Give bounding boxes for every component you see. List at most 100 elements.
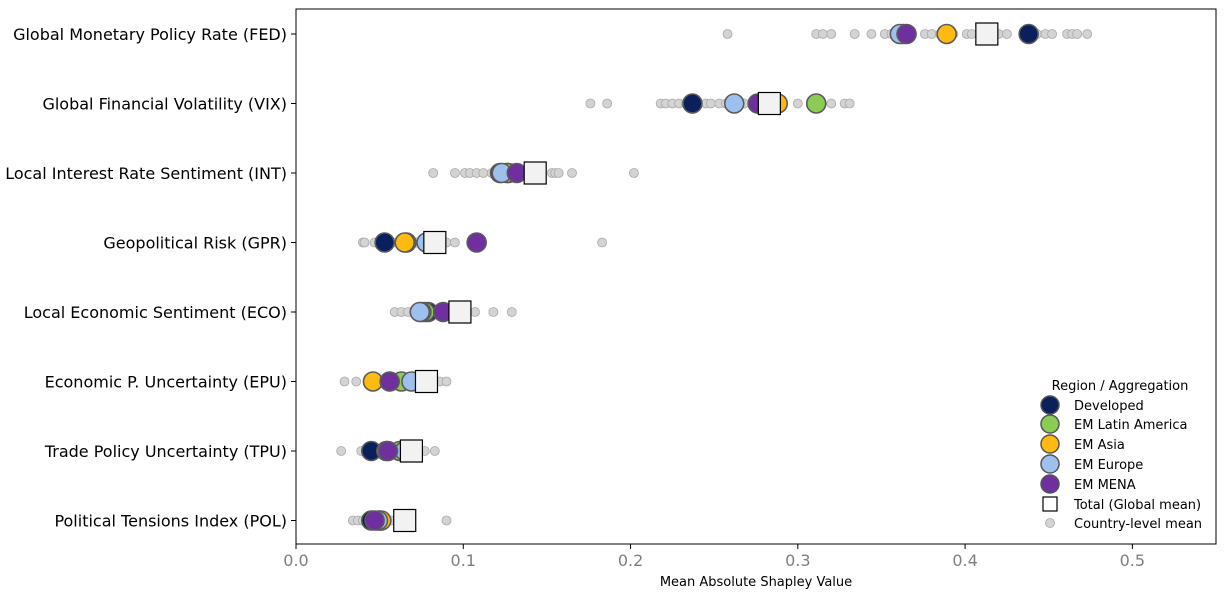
point-em-mena-geopolitical-risk-gpr xyxy=(466,232,487,253)
country-point-global-financial-volatility-vix-9 xyxy=(705,98,716,109)
legend-marker-country-level xyxy=(1045,518,1055,528)
country-point-local-interest-rate-sentiment-int-0 xyxy=(428,168,439,178)
total-marker-trade-policy-uncertainty-tpu xyxy=(399,439,424,463)
country-point-economic-p-uncertainty-epu-9 xyxy=(441,376,452,387)
total-marker-economic-p-uncertainty-epu xyxy=(414,369,439,394)
country-point-trade-policy-uncertainty-tpu-8 xyxy=(429,446,440,456)
total-marker-geopolitical-risk-gpr xyxy=(423,230,447,255)
y-tick-label-global-financial-volatility-vix: Global Financial Volatility (VIX) xyxy=(42,95,287,114)
country-point-global-monetary-policy-rate-fed-3 xyxy=(826,29,837,39)
legend-entry-em-mena: EM MENA xyxy=(1040,474,1136,494)
country-point-global-financial-volatility-vix-1 xyxy=(602,98,613,109)
point-em-asia-geopolitical-risk-gpr xyxy=(394,232,416,253)
legend-marker-em-europe xyxy=(1040,454,1060,474)
point-em-asia-global-monetary-policy-rate-fed xyxy=(936,23,957,45)
legend-marker-em-mena xyxy=(1040,474,1060,494)
country-point-local-interest-rate-sentiment-int-14 xyxy=(553,168,564,178)
legend-title: Region / Aggregation xyxy=(1052,379,1189,394)
country-point-global-financial-volatility-vix-15 xyxy=(792,98,803,109)
x-tick-label-4: 0.4 xyxy=(952,551,977,570)
x-tick-label-5: 0.5 xyxy=(1120,551,1145,570)
x-tick-label-2: 0.2 xyxy=(618,551,643,570)
point-em-mena-political-tensions-index-pol xyxy=(364,510,385,531)
total-marker-political-tensions-index-pol xyxy=(393,508,417,533)
x-axis: 0.0 0.1 0.2 0.3 0.4 0.5 xyxy=(283,544,1145,570)
y-tick-label-political-tensions-index-pol: Political Tensions Index (POL) xyxy=(54,512,287,531)
legend-entry-country-level: Country-level mean xyxy=(1045,517,1202,532)
legend-entry-em-europe: EM Europe xyxy=(1040,454,1143,474)
country-point-global-financial-volatility-vix-0 xyxy=(585,98,596,109)
x-tick-label-3: 0.3 xyxy=(785,551,810,570)
country-point-political-tensions-index-pol-8 xyxy=(441,515,452,526)
total-marker-global-financial-volatility-vix xyxy=(757,91,781,116)
country-point-local-economic-sentiment-eco-9 xyxy=(488,307,499,317)
point-em-mena-global-monetary-policy-rate-fed xyxy=(896,23,917,45)
legend-marker-developed xyxy=(1040,395,1060,415)
y-tick-label-geopolitical-risk-gpr: Geopolitical Risk (GPR) xyxy=(103,234,287,253)
point-em-latin-america-global-financial-volatility-vix xyxy=(805,93,827,114)
country-point-global-monetary-policy-rate-fed-4 xyxy=(849,29,860,39)
legend-entry-em-latin-america: EM Latin America xyxy=(1040,414,1187,434)
legend-label-em-latin-america: EM Latin America xyxy=(1074,418,1187,433)
country-point-local-interest-rate-sentiment-int-5 xyxy=(478,168,489,178)
country-point-global-monetary-policy-rate-fed-20 xyxy=(1047,29,1057,39)
legend-label-total: Total (Global mean) xyxy=(1073,498,1201,513)
country-point-global-financial-volatility-vix-17 xyxy=(826,98,837,109)
country-point-global-monetary-policy-rate-fed-0 xyxy=(722,29,733,39)
country-point-global-financial-volatility-vix-19 xyxy=(844,98,855,109)
country-point-global-monetary-policy-rate-fed-5 xyxy=(866,29,877,39)
point-em-mena-local-interest-rate-sentiment-int xyxy=(506,162,528,184)
legend-label-em-mena: EM MENA xyxy=(1074,478,1136,493)
legend-entry-total: Total (Global mean) xyxy=(1042,496,1201,513)
point-developed-geopolitical-risk-gpr xyxy=(374,232,395,253)
country-point-economic-p-uncertainty-epu-0 xyxy=(339,376,350,387)
legend-label-em-europe: EM Europe xyxy=(1074,458,1143,473)
country-point-global-monetary-policy-rate-fed-10 xyxy=(926,29,937,39)
point-developed-global-financial-volatility-vix xyxy=(682,93,703,114)
x-tick-label-1: 0.1 xyxy=(451,551,476,570)
y-tick-label-trade-policy-uncertainty-tpu: Trade Policy Uncertainty (TPU) xyxy=(44,442,287,461)
legend-entry-em-asia: EM Asia xyxy=(1040,434,1125,454)
points-layer xyxy=(336,22,1093,533)
point-developed-global-monetary-policy-rate-fed xyxy=(1018,23,1039,45)
point-em-mena-economic-p-uncertainty-epu xyxy=(379,371,400,392)
country-point-trade-policy-uncertainty-tpu-0 xyxy=(336,446,347,456)
legend-label-country-level: Country-level mean xyxy=(1074,517,1202,532)
y-tick-label-global-monetary-policy-rate-fed: Global Monetary Policy Rate (FED) xyxy=(13,25,287,44)
total-marker-local-interest-rate-sentiment-int xyxy=(523,161,547,185)
country-point-local-interest-rate-sentiment-int-16 xyxy=(628,168,639,178)
country-point-geopolitical-risk-gpr-10 xyxy=(450,237,460,248)
total-marker-local-economic-sentiment-eco xyxy=(448,300,472,324)
legend-marker-em-asia xyxy=(1040,434,1060,454)
y-axis: Global Monetary Policy Rate (FED) Global … xyxy=(5,25,296,531)
legend-marker-em-latin-america xyxy=(1040,414,1060,434)
point-em-europe-local-economic-sentiment-eco xyxy=(409,301,431,323)
point-em-mena-trade-policy-uncertainty-tpu xyxy=(377,440,399,462)
legend-label-em-asia: EM Asia xyxy=(1074,438,1125,453)
country-point-geopolitical-risk-gpr-11 xyxy=(597,237,608,248)
y-tick-label-local-economic-sentiment-eco: Local Economic Sentiment (ECO) xyxy=(24,303,287,322)
x-axis-label: Mean Absolute Shapley Value xyxy=(660,575,852,590)
legend-marker-total xyxy=(1042,496,1058,512)
y-tick-label-local-interest-rate-sentiment-int: Local Interest Rate Sentiment (INT) xyxy=(5,164,287,183)
country-point-global-monetary-policy-rate-fed-17 xyxy=(1002,29,1012,39)
legend-label-developed: Developed xyxy=(1074,399,1144,414)
country-point-local-economic-sentiment-eco-10 xyxy=(506,307,517,317)
country-point-global-monetary-policy-rate-fed-24 xyxy=(1082,29,1093,39)
country-point-economic-p-uncertainty-epu-1 xyxy=(351,376,362,387)
x-tick-label-0: 0.0 xyxy=(283,551,308,570)
country-point-global-monetary-policy-rate-fed-23 xyxy=(1072,29,1083,39)
country-point-local-interest-rate-sentiment-int-15 xyxy=(567,168,577,178)
y-tick-label-economic-p-uncertainty-epu: Economic P. Uncertainty (EPU) xyxy=(45,373,287,392)
plot-frame xyxy=(295,8,1217,545)
country-point-local-economic-sentiment-eco-8 xyxy=(470,307,480,317)
legend: Region / Aggregation Developed EM Latin … xyxy=(1040,379,1202,532)
country-point-global-monetary-policy-rate-fed-14 xyxy=(966,29,977,39)
total-marker-global-monetary-policy-rate-fed xyxy=(975,22,999,46)
country-point-global-monetary-policy-rate-fed-2 xyxy=(818,29,828,39)
point-em-europe-global-financial-volatility-vix xyxy=(723,93,745,114)
legend-entry-developed: Developed xyxy=(1040,395,1144,415)
country-point-local-interest-rate-sentiment-int-1 xyxy=(450,168,460,178)
country-point-geopolitical-risk-gpr-1 xyxy=(359,237,370,248)
